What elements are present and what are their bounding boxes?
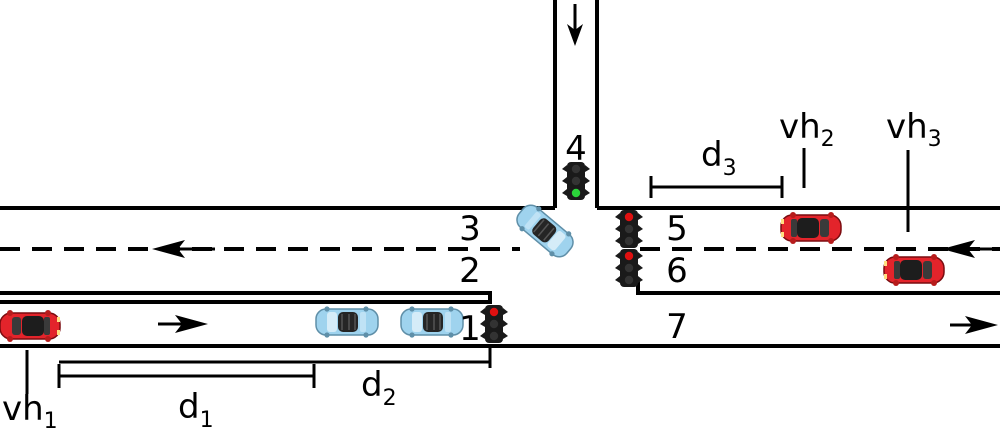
lamp-amber xyxy=(624,263,634,273)
vh2-label: vh2 xyxy=(779,107,835,152)
d3-label: d3 xyxy=(701,135,737,181)
lamp-green xyxy=(624,236,634,246)
lamp-amber xyxy=(489,319,499,329)
arrow-down-icon xyxy=(567,4,583,46)
arrow-left-icon xyxy=(942,240,998,258)
traffic-light-4 xyxy=(562,162,590,200)
d1-label: d1 xyxy=(178,387,214,429)
red-car-vh2 xyxy=(780,211,842,245)
traffic-light-6 xyxy=(615,249,643,287)
traffic-lights xyxy=(480,162,643,343)
lamp-red xyxy=(489,307,499,317)
arrow-left-icon xyxy=(152,240,215,258)
light-6-label: 6 xyxy=(666,251,688,291)
lamp-amber xyxy=(571,176,581,186)
lamp-green xyxy=(571,188,581,198)
lamp-red xyxy=(624,251,634,261)
red-car-vh1 xyxy=(0,309,61,343)
d1-bracket xyxy=(57,364,316,388)
lamp-red xyxy=(571,164,581,174)
vehicle-ticks xyxy=(25,148,910,394)
traffic-light-5 xyxy=(615,210,643,248)
direction-arrows xyxy=(152,4,998,334)
lamp-red xyxy=(624,212,634,222)
red-car-vh3 xyxy=(883,253,945,287)
distance-brackets xyxy=(57,176,784,388)
blue-car xyxy=(315,305,379,339)
lamp-green xyxy=(624,275,634,285)
traffic-light-1 xyxy=(480,305,508,343)
arrow-right-icon xyxy=(950,316,998,334)
light-1-label: 1 xyxy=(459,309,481,349)
vh3-label: vh3 xyxy=(886,107,942,152)
lane-2-label: 2 xyxy=(459,251,481,291)
vh1-label: vh1 xyxy=(2,389,58,429)
lamp-green xyxy=(489,331,499,341)
light-5-label: 5 xyxy=(666,209,688,249)
arrow-right-icon xyxy=(158,315,208,333)
left-median xyxy=(0,291,492,304)
d2-label: d2 xyxy=(361,365,397,411)
d2-bracket xyxy=(59,346,492,368)
d3-bracket xyxy=(649,176,784,198)
right-median xyxy=(636,280,1000,295)
lane-3-label: 3 xyxy=(459,209,481,249)
light-4-label: 4 xyxy=(565,129,587,169)
road-outlines xyxy=(0,0,1000,348)
blue-car xyxy=(400,305,464,339)
lane-7-label: 7 xyxy=(666,307,688,347)
lamp-amber xyxy=(624,224,634,234)
